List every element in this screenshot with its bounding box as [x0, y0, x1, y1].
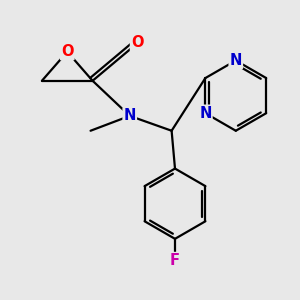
Text: O: O [131, 35, 143, 50]
Text: N: N [124, 108, 136, 123]
Text: O: O [61, 44, 74, 59]
Text: F: F [170, 253, 180, 268]
Text: N: N [199, 106, 212, 121]
Text: N: N [230, 53, 242, 68]
